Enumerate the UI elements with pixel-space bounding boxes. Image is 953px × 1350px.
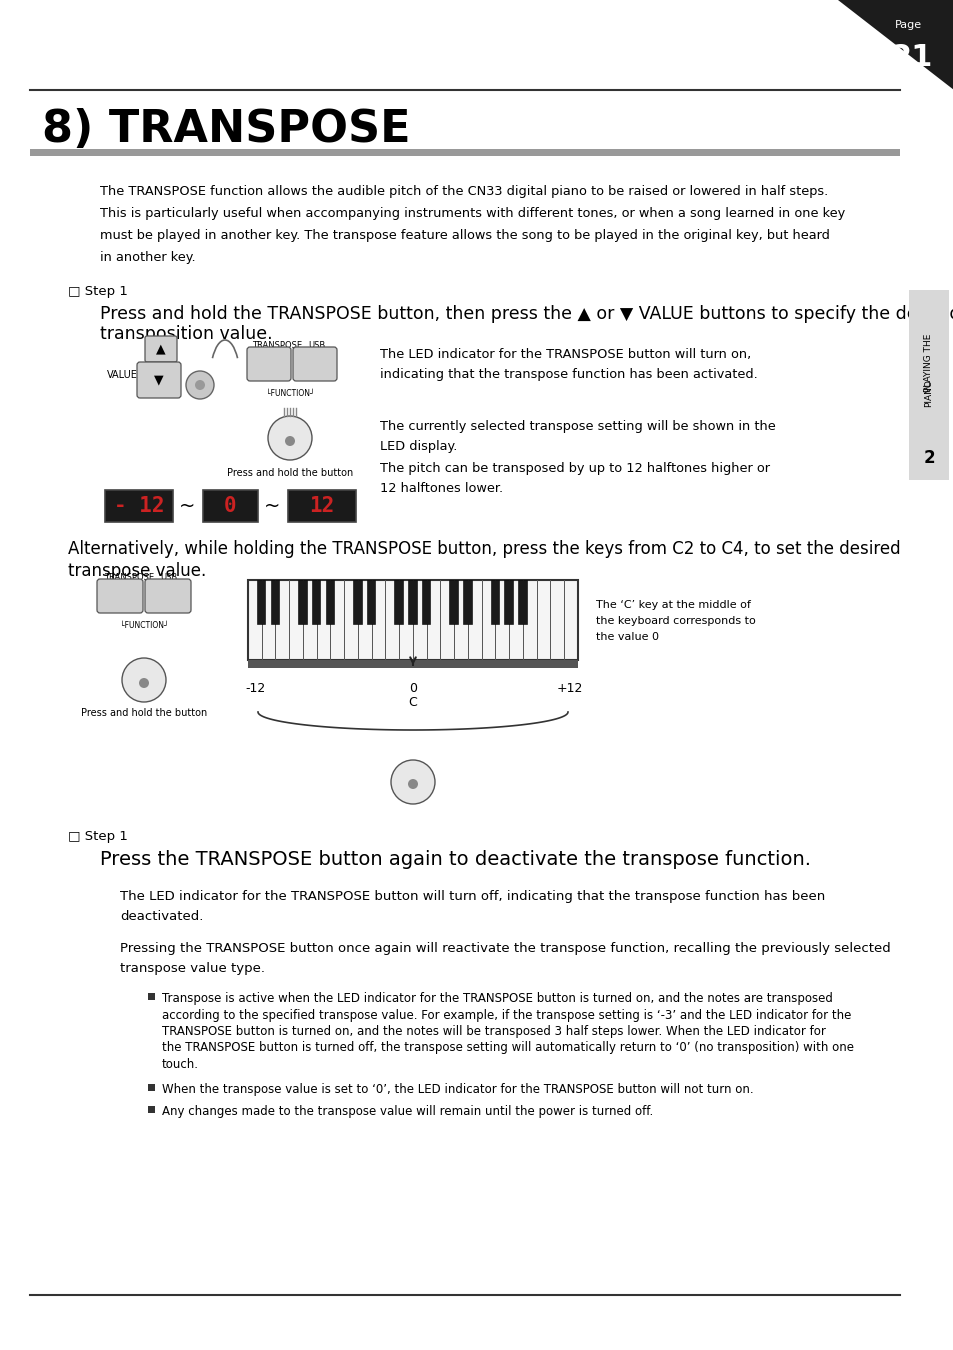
- Text: Page: Page: [894, 20, 921, 30]
- Text: Transpose is active when the LED indicator for the TRANSPOSE button is turned on: Transpose is active when the LED indicat…: [162, 992, 832, 1004]
- Bar: [325, 580, 334, 624]
- Bar: [463, 580, 471, 624]
- FancyBboxPatch shape: [137, 362, 181, 398]
- Text: ~: ~: [178, 497, 195, 516]
- Text: When the transpose value is set to ‘0’, the LED indicator for the TRANSPOSE butt: When the transpose value is set to ‘0’, …: [162, 1083, 753, 1095]
- Text: Press the TRANSPOSE button again to deactivate the transpose function.: Press the TRANSPOSE button again to deac…: [100, 850, 810, 869]
- Bar: [271, 580, 279, 624]
- Text: The LED indicator for the TRANSPOSE button will turn off, indicating that the tr: The LED indicator for the TRANSPOSE butt…: [120, 890, 824, 903]
- Text: This is particularly useful when accompanying instruments with different tones, : This is particularly useful when accompa…: [100, 207, 844, 220]
- Text: PIANO: PIANO: [923, 379, 933, 406]
- Circle shape: [285, 436, 294, 446]
- Bar: [288, 490, 355, 522]
- Bar: [517, 580, 526, 624]
- FancyBboxPatch shape: [145, 336, 177, 362]
- Text: The currently selected transpose setting will be shown in the: The currently selected transpose setting…: [379, 420, 775, 433]
- Text: TRANSPOSE: TRANSPOSE: [252, 342, 302, 350]
- Text: Pressing the TRANSPOSE button once again will reactivate the transpose function,: Pressing the TRANSPOSE button once again…: [120, 942, 890, 954]
- Text: ~: ~: [264, 497, 280, 516]
- Polygon shape: [837, 0, 953, 90]
- Text: ▲: ▲: [156, 343, 166, 355]
- FancyBboxPatch shape: [293, 347, 336, 381]
- Text: └FUNCTION┘: └FUNCTION┘: [119, 621, 168, 630]
- Text: the keyboard corresponds to: the keyboard corresponds to: [596, 616, 755, 626]
- Bar: [148, 1084, 154, 1091]
- Circle shape: [194, 379, 205, 390]
- Text: Any changes made to the transpose value will remain until the power is turned of: Any changes made to the transpose value …: [162, 1106, 653, 1118]
- Text: the TRANSPOSE button is turned off, the transpose setting will automatically ret: the TRANSPOSE button is turned off, the …: [162, 1041, 853, 1054]
- Text: transpose value.: transpose value.: [68, 562, 206, 580]
- Text: LED display.: LED display.: [379, 440, 456, 454]
- Text: - 12: - 12: [113, 495, 164, 516]
- Bar: [30, 148, 899, 157]
- Text: TRANSPOSE button is turned on, and the notes will be transposed 3 half steps low: TRANSPOSE button is turned on, and the n…: [162, 1025, 825, 1038]
- Text: +12: +12: [557, 682, 582, 695]
- FancyBboxPatch shape: [247, 347, 291, 381]
- Text: □ Step 1: □ Step 1: [68, 830, 128, 842]
- Text: transpose value type.: transpose value type.: [120, 963, 265, 975]
- Bar: [248, 660, 578, 668]
- Bar: [367, 580, 375, 624]
- Text: USB: USB: [308, 342, 325, 350]
- Bar: [312, 580, 320, 624]
- Text: Alternatively, while holding the TRANSPOSE button, press the keys from C2 to C4,: Alternatively, while holding the TRANSPO…: [68, 540, 900, 558]
- Bar: [298, 580, 307, 624]
- Text: 2: 2: [923, 450, 934, 467]
- Bar: [148, 1106, 154, 1112]
- Text: TRANSPOSE: TRANSPOSE: [104, 572, 154, 582]
- Text: 0: 0: [409, 682, 416, 695]
- Text: PLAYING THE: PLAYING THE: [923, 333, 933, 393]
- Text: └FUNCTION┘: └FUNCTION┘: [265, 389, 314, 398]
- Text: VALUE: VALUE: [107, 370, 138, 379]
- Circle shape: [122, 657, 166, 702]
- Bar: [248, 580, 578, 660]
- Text: 0: 0: [224, 495, 236, 516]
- Circle shape: [408, 779, 417, 788]
- Text: -12: -12: [246, 682, 266, 695]
- Circle shape: [268, 416, 312, 460]
- Text: 8) TRANSPOSE: 8) TRANSPOSE: [42, 108, 410, 151]
- Bar: [908, 290, 948, 481]
- Bar: [105, 490, 172, 522]
- Bar: [490, 580, 498, 624]
- Text: C: C: [408, 697, 416, 709]
- Bar: [408, 580, 416, 624]
- Text: USB: USB: [160, 572, 177, 582]
- Text: deactivated.: deactivated.: [120, 910, 203, 923]
- Text: indicating that the transpose function has been activated.: indicating that the transpose function h…: [379, 369, 757, 381]
- Text: Press and hold the TRANSPOSE button, then press the ▲ or ▼ VALUE buttons to spec: Press and hold the TRANSPOSE button, the…: [100, 305, 953, 323]
- Text: according to the specified transpose value. For example, if the transpose settin: according to the specified transpose val…: [162, 1008, 850, 1022]
- Bar: [504, 580, 513, 624]
- Text: 21: 21: [890, 43, 932, 73]
- Circle shape: [139, 678, 149, 688]
- FancyBboxPatch shape: [145, 579, 191, 613]
- Text: 12: 12: [309, 495, 335, 516]
- Text: ▼: ▼: [154, 374, 164, 386]
- Text: the value 0: the value 0: [596, 632, 659, 643]
- Text: The ‘C’ key at the middle of: The ‘C’ key at the middle of: [596, 599, 750, 610]
- Text: touch.: touch.: [162, 1058, 199, 1071]
- Text: Press and hold the button: Press and hold the button: [227, 468, 353, 478]
- Bar: [449, 580, 457, 624]
- Text: 12 halftones lower.: 12 halftones lower.: [379, 482, 502, 495]
- Text: The TRANSPOSE function allows the audible pitch of the CN33 digital piano to be : The TRANSPOSE function allows the audibl…: [100, 185, 827, 198]
- Bar: [394, 580, 402, 624]
- Bar: [421, 580, 430, 624]
- Text: must be played in another key. The transpose feature allows the song to be playe: must be played in another key. The trans…: [100, 230, 829, 242]
- Bar: [256, 580, 265, 624]
- Text: The LED indicator for the TRANSPOSE button will turn on,: The LED indicator for the TRANSPOSE butt…: [379, 348, 750, 360]
- Bar: [148, 994, 154, 1000]
- Circle shape: [391, 760, 435, 805]
- Text: transposition value.: transposition value.: [100, 325, 273, 343]
- Bar: [353, 580, 361, 624]
- Text: □ Step 1: □ Step 1: [68, 285, 128, 298]
- Text: in another key.: in another key.: [100, 251, 195, 265]
- FancyBboxPatch shape: [97, 579, 143, 613]
- Text: Press and hold the button: Press and hold the button: [81, 707, 207, 718]
- Circle shape: [186, 371, 213, 400]
- Text: The pitch can be transposed by up to 12 halftones higher or: The pitch can be transposed by up to 12 …: [379, 462, 769, 475]
- Bar: [203, 490, 257, 522]
